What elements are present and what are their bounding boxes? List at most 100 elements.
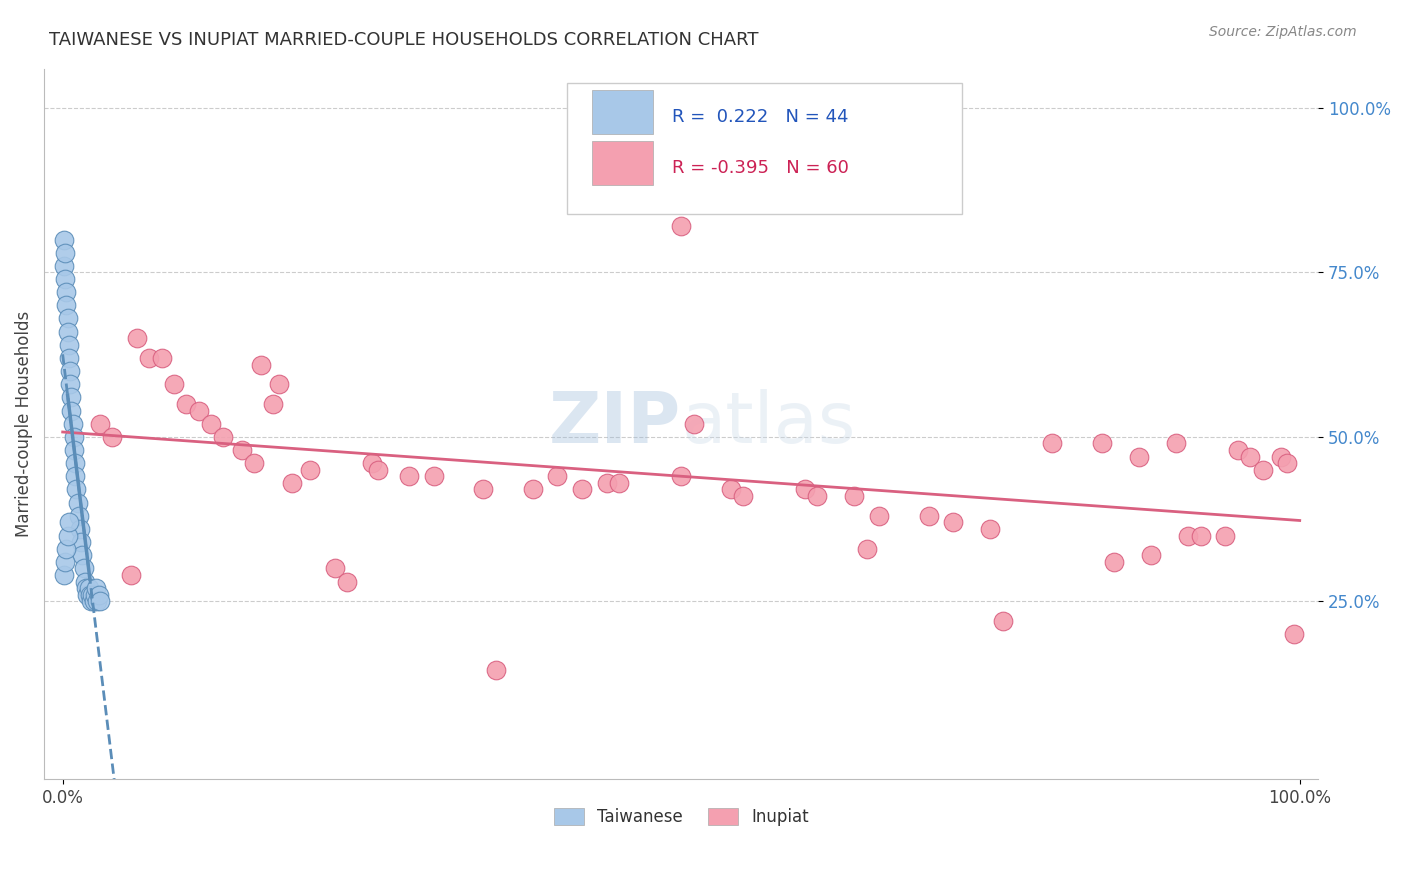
- Point: [120, 568, 142, 582]
- Point: [83, 594, 105, 608]
- Point: [52, 568, 75, 582]
- Point: [53, 272, 76, 286]
- Point: [855, 541, 877, 556]
- Point: [66, 496, 89, 510]
- Point: [70, 535, 93, 549]
- Point: [682, 417, 704, 431]
- Point: [367, 463, 389, 477]
- FancyBboxPatch shape: [592, 90, 654, 134]
- Point: [917, 508, 939, 523]
- Point: [86, 594, 108, 608]
- Point: [101, 430, 124, 444]
- FancyBboxPatch shape: [567, 83, 962, 214]
- Text: ZIP: ZIP: [548, 389, 681, 458]
- Point: [87, 588, 110, 602]
- Point: [720, 483, 742, 497]
- Point: [1091, 436, 1114, 450]
- Point: [596, 475, 619, 490]
- Point: [63, 456, 86, 470]
- Point: [1277, 456, 1299, 470]
- Point: [323, 561, 346, 575]
- Point: [73, 574, 96, 589]
- Point: [1128, 450, 1150, 464]
- Point: [979, 522, 1001, 536]
- Point: [806, 489, 828, 503]
- Point: [336, 574, 359, 589]
- Point: [79, 588, 101, 602]
- Text: atlas: atlas: [681, 389, 856, 458]
- Point: [607, 475, 630, 490]
- Point: [84, 581, 107, 595]
- Point: [212, 430, 235, 444]
- Point: [59, 377, 82, 392]
- Point: [1164, 436, 1187, 450]
- Point: [82, 588, 104, 602]
- Point: [1251, 463, 1274, 477]
- Point: [163, 377, 186, 392]
- Point: [485, 664, 508, 678]
- Point: [58, 516, 80, 530]
- Point: [125, 331, 148, 345]
- Point: [472, 483, 495, 497]
- Point: [868, 508, 890, 523]
- Legend: Taiwanese, Inupiat: Taiwanese, Inupiat: [546, 800, 817, 835]
- Point: [83, 588, 105, 602]
- Point: [669, 469, 692, 483]
- Point: [571, 483, 593, 497]
- Point: [231, 443, 253, 458]
- Point: [1282, 627, 1305, 641]
- Text: Source: ZipAtlas.com: Source: ZipAtlas.com: [1209, 25, 1357, 39]
- Point: [55, 541, 77, 556]
- Point: [1189, 528, 1212, 542]
- Point: [77, 581, 100, 595]
- Point: [793, 483, 815, 497]
- Point: [280, 475, 302, 490]
- Point: [65, 483, 87, 497]
- Point: [1270, 450, 1292, 464]
- Point: [53, 555, 76, 569]
- Point: [56, 325, 79, 339]
- Text: R = -0.395   N = 60: R = -0.395 N = 60: [672, 159, 849, 177]
- Point: [67, 508, 90, 523]
- Point: [89, 594, 111, 608]
- Point: [73, 561, 96, 575]
- Point: [942, 516, 965, 530]
- Point: [138, 351, 160, 365]
- Point: [52, 259, 75, 273]
- Point: [187, 403, 209, 417]
- Point: [262, 397, 284, 411]
- Point: [1226, 443, 1249, 458]
- Text: R =  0.222   N = 44: R = 0.222 N = 44: [672, 108, 849, 126]
- Point: [398, 469, 420, 483]
- Text: TAIWANESE VS INUPIAT MARRIED-COUPLE HOUSEHOLDS CORRELATION CHART: TAIWANESE VS INUPIAT MARRIED-COUPLE HOUS…: [49, 31, 759, 49]
- Point: [150, 351, 173, 365]
- Point: [269, 377, 291, 392]
- Point: [249, 358, 271, 372]
- Point: [89, 417, 111, 431]
- Point: [55, 298, 77, 312]
- Point: [62, 417, 84, 431]
- Point: [1215, 528, 1237, 542]
- Point: [1140, 549, 1163, 563]
- Point: [361, 456, 384, 470]
- Point: [669, 219, 692, 234]
- Point: [844, 489, 866, 503]
- Point: [243, 456, 266, 470]
- Point: [69, 522, 91, 536]
- Point: [60, 403, 83, 417]
- Point: [522, 483, 544, 497]
- Y-axis label: Married-couple Households: Married-couple Households: [15, 310, 32, 537]
- Point: [62, 443, 84, 458]
- Point: [176, 397, 198, 411]
- FancyBboxPatch shape: [592, 141, 654, 185]
- Point: [299, 463, 322, 477]
- Point: [1040, 436, 1063, 450]
- Point: [80, 594, 103, 608]
- Point: [56, 311, 79, 326]
- Point: [200, 417, 222, 431]
- Point: [52, 233, 75, 247]
- Point: [59, 364, 82, 378]
- Point: [991, 614, 1014, 628]
- Point: [58, 351, 80, 365]
- Point: [53, 245, 76, 260]
